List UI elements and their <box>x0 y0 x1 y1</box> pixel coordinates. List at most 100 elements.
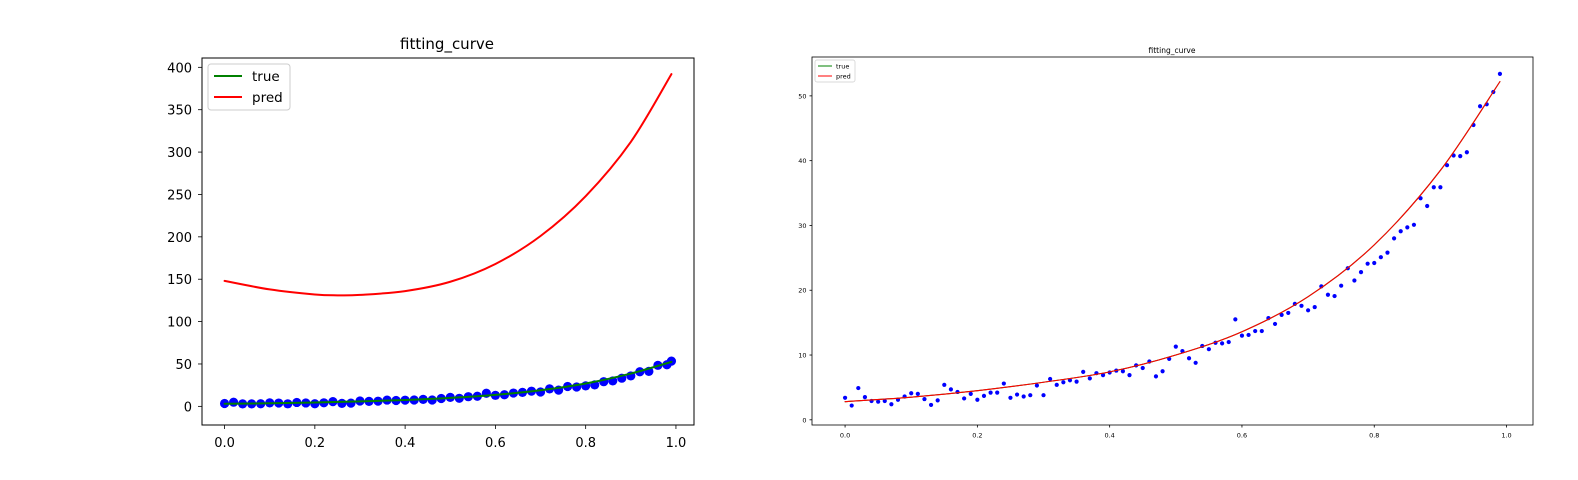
left-scatter-point <box>427 395 437 405</box>
right-scatter-point <box>882 398 887 404</box>
right-scatter-point <box>1021 394 1026 399</box>
right-scatter-point <box>1391 236 1397 241</box>
right-scatter-point <box>1398 229 1403 234</box>
right-scatter-point <box>1028 393 1033 398</box>
right-chart-title: fitting_curve <box>1149 46 1196 55</box>
right-scatter-point <box>1352 278 1357 283</box>
right-scatter-point <box>1438 185 1443 190</box>
right-scatter-point <box>842 395 848 400</box>
right-scatter-point <box>862 395 868 400</box>
left-chart: fitting_curve 0.0 0.2 0.4 0.6 0.8 1.0 0 50 100 15… <box>167 35 695 451</box>
right-scatter-point <box>1339 283 1344 288</box>
right-scatter-point <box>995 390 1000 395</box>
right-scatter-point <box>1365 261 1370 266</box>
right-scatter-point <box>1160 369 1165 374</box>
right-legend-pred-label: pred <box>836 73 851 81</box>
left-x-tick-label: 0.6 <box>485 436 506 451</box>
right-scatter-point <box>1299 303 1304 308</box>
left-y-tick-label: 300 <box>167 146 192 161</box>
left-legend-pred-label: pred <box>252 90 283 106</box>
right-scatter-point <box>981 393 987 398</box>
left-y-tick-label: 150 <box>167 273 192 288</box>
right-scatter-point <box>1272 321 1278 327</box>
right-scatter-point <box>1372 260 1377 266</box>
left-y-tick-label: 200 <box>167 231 192 246</box>
right-scatter-point <box>988 390 993 395</box>
right-scatter-point <box>1233 317 1238 322</box>
right-y-tick-label: 0 <box>802 416 806 424</box>
right-scatter-point <box>935 398 940 403</box>
right-scatter-point <box>1425 203 1430 209</box>
right-scatter-point <box>1193 360 1198 365</box>
right-chart-ticks-layer: 0.0 0.2 0.4 0.6 0.8 1.0 0 10 20 30 40 50 <box>798 92 1511 439</box>
right-scatter-point <box>1014 392 1020 397</box>
right-scatter-point <box>1259 328 1264 334</box>
left-scatter-point <box>346 398 356 408</box>
left-y-tick-label: 0 <box>184 400 192 415</box>
left-x-tick-label: 0.0 <box>214 436 235 451</box>
right-scatter-point <box>1325 292 1331 297</box>
right-scatter-point <box>1034 383 1039 388</box>
right-scatter-point <box>1411 222 1417 227</box>
left-chart-legend: true pred <box>207 63 291 111</box>
right-scatter-point <box>1477 104 1483 109</box>
right-scatter-point <box>1458 154 1463 159</box>
right-scatter-point <box>1497 71 1503 76</box>
right-scatter-point <box>922 396 927 402</box>
left-chart-plot-frame <box>201 57 695 426</box>
right-y-tick-label: 40 <box>798 157 806 165</box>
right-x-tick-label: 0.0 <box>840 432 850 440</box>
right-y-tick-label: 30 <box>798 222 806 230</box>
right-scatter-point <box>1067 378 1073 383</box>
right-scatter-point <box>1120 369 1125 374</box>
right-chart-points-layer <box>842 71 1503 408</box>
right-x-tick-label: 0.4 <box>1104 432 1114 440</box>
left-chart-series-layer <box>223 73 673 405</box>
right-series-line-pred <box>844 81 1501 403</box>
right-scatter-point <box>1220 341 1225 346</box>
right-y-tick-label: 50 <box>798 92 806 100</box>
left-scatter-point <box>229 397 239 407</box>
right-x-tick-label: 1.0 <box>1501 432 1511 440</box>
right-scatter-point <box>1279 312 1284 317</box>
right-scatter-point <box>1061 380 1066 385</box>
right-scatter-point <box>962 396 967 401</box>
right-scatter-point <box>856 385 861 391</box>
right-scatter-point <box>1226 339 1231 345</box>
left-x-tick-label: 0.2 <box>305 436 326 451</box>
right-scatter-point <box>1286 310 1291 316</box>
left-x-tick-label: 1.0 <box>666 436 687 451</box>
right-scatter-point <box>1431 185 1436 190</box>
right-scatter-point <box>1100 373 1106 378</box>
right-chart-plot-frame <box>811 56 1534 426</box>
right-scatter-point <box>915 391 920 396</box>
right-x-tick-label: 0.8 <box>1369 432 1379 440</box>
right-scatter-point <box>1153 374 1159 379</box>
right-scatter-point <box>1001 381 1006 386</box>
right-scatter-point <box>948 387 954 392</box>
right-scatter-point <box>1140 365 1145 371</box>
right-legend-true-label: true <box>836 63 849 71</box>
right-y-tick-label: 10 <box>798 352 806 360</box>
right-x-tick-label: 0.2 <box>972 432 982 440</box>
right-scatter-point <box>1239 333 1245 338</box>
right-scatter-point <box>849 403 854 408</box>
right-scatter-point <box>1444 163 1450 168</box>
right-scatter-point <box>1246 332 1251 338</box>
right-scatter-point <box>1127 373 1132 378</box>
left-y-tick-label: 350 <box>167 104 192 119</box>
right-scatter-point <box>1358 270 1364 275</box>
right-scatter-point <box>968 391 973 396</box>
right-chart: fitting_curve 0.0 0.2 0.4 0.6 0.8 1.0 0 10 20 30 4… <box>798 46 1534 440</box>
left-series-line-true <box>223 360 673 405</box>
right-scatter-point <box>1008 395 1013 400</box>
left-chart-title: fitting_curve <box>400 35 494 54</box>
left-chart-ticks-layer: 0.0 0.2 0.4 0.6 0.8 1.0 0 50 100 150 200 250 300 350 4… <box>167 61 686 451</box>
right-scatter-point <box>1054 382 1059 387</box>
right-scatter-point <box>1312 304 1317 310</box>
right-scatter-point <box>1332 293 1337 299</box>
right-y-tick-label: 20 <box>798 287 806 295</box>
left-y-tick-label: 100 <box>167 316 192 331</box>
left-scatter-point <box>310 399 320 409</box>
